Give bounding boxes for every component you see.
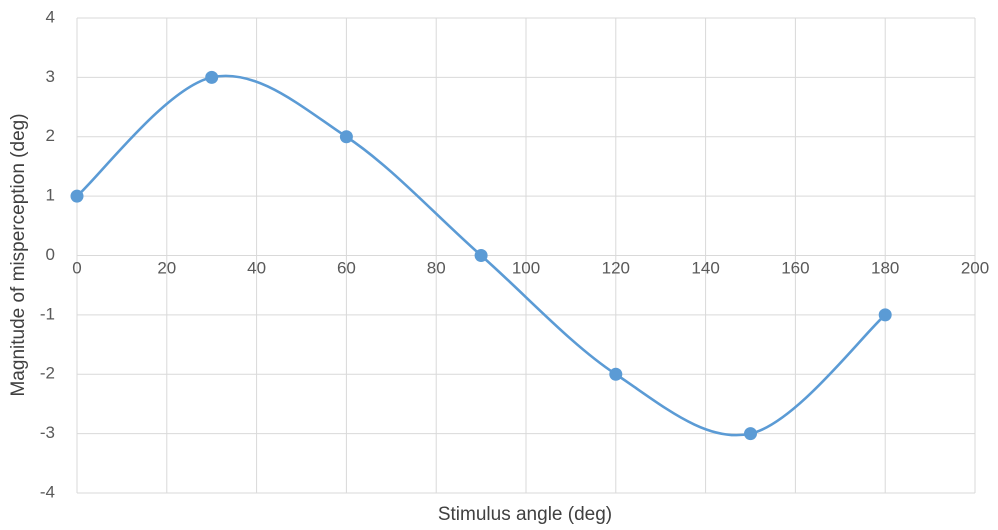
y-tick-label: -3 <box>40 423 55 442</box>
y-tick-label: 1 <box>46 186 55 205</box>
series-layer <box>70 70 892 441</box>
x-tick-label: 160 <box>781 259 809 278</box>
y-tick-label: 4 <box>46 7 55 26</box>
x-axis-label: Stimulus angle (deg) <box>438 504 612 525</box>
y-axis-label: Magnitude of misperception (deg) <box>8 113 29 396</box>
x-tick-label: 60 <box>337 259 356 278</box>
data-point <box>878 308 892 322</box>
gridlines <box>76 17 976 494</box>
data-point <box>609 367 623 381</box>
y-tick-label: 3 <box>46 67 55 86</box>
x-tick-label: 200 <box>961 259 989 278</box>
x-tick-label: 40 <box>247 259 266 278</box>
y-tick-label: -4 <box>40 482 55 501</box>
x-tick-label: 100 <box>512 259 540 278</box>
data-point <box>70 189 84 203</box>
y-tick-label: -2 <box>40 364 55 383</box>
data-point <box>205 70 219 84</box>
x-axis-ticks: 0 20 40 60 80 100 120 140 160 180 200 <box>72 259 989 278</box>
y-tick-label: 2 <box>46 126 55 145</box>
data-point <box>744 427 757 441</box>
x-tick-label: 80 <box>427 259 446 278</box>
x-tick-label: 20 <box>157 259 176 278</box>
x-tick-label: 0 <box>72 259 81 278</box>
y-tick-label: 0 <box>46 245 55 264</box>
y-tick-label: -1 <box>40 304 55 323</box>
data-point <box>339 130 353 144</box>
x-tick-label: 180 <box>871 259 899 278</box>
data-point <box>474 249 488 262</box>
x-tick-label: 140 <box>691 259 719 278</box>
x-tick-label: 120 <box>602 259 630 278</box>
y-axis-ticks: 4 3 2 1 0 -1 -2 -3 -4 <box>40 7 55 501</box>
